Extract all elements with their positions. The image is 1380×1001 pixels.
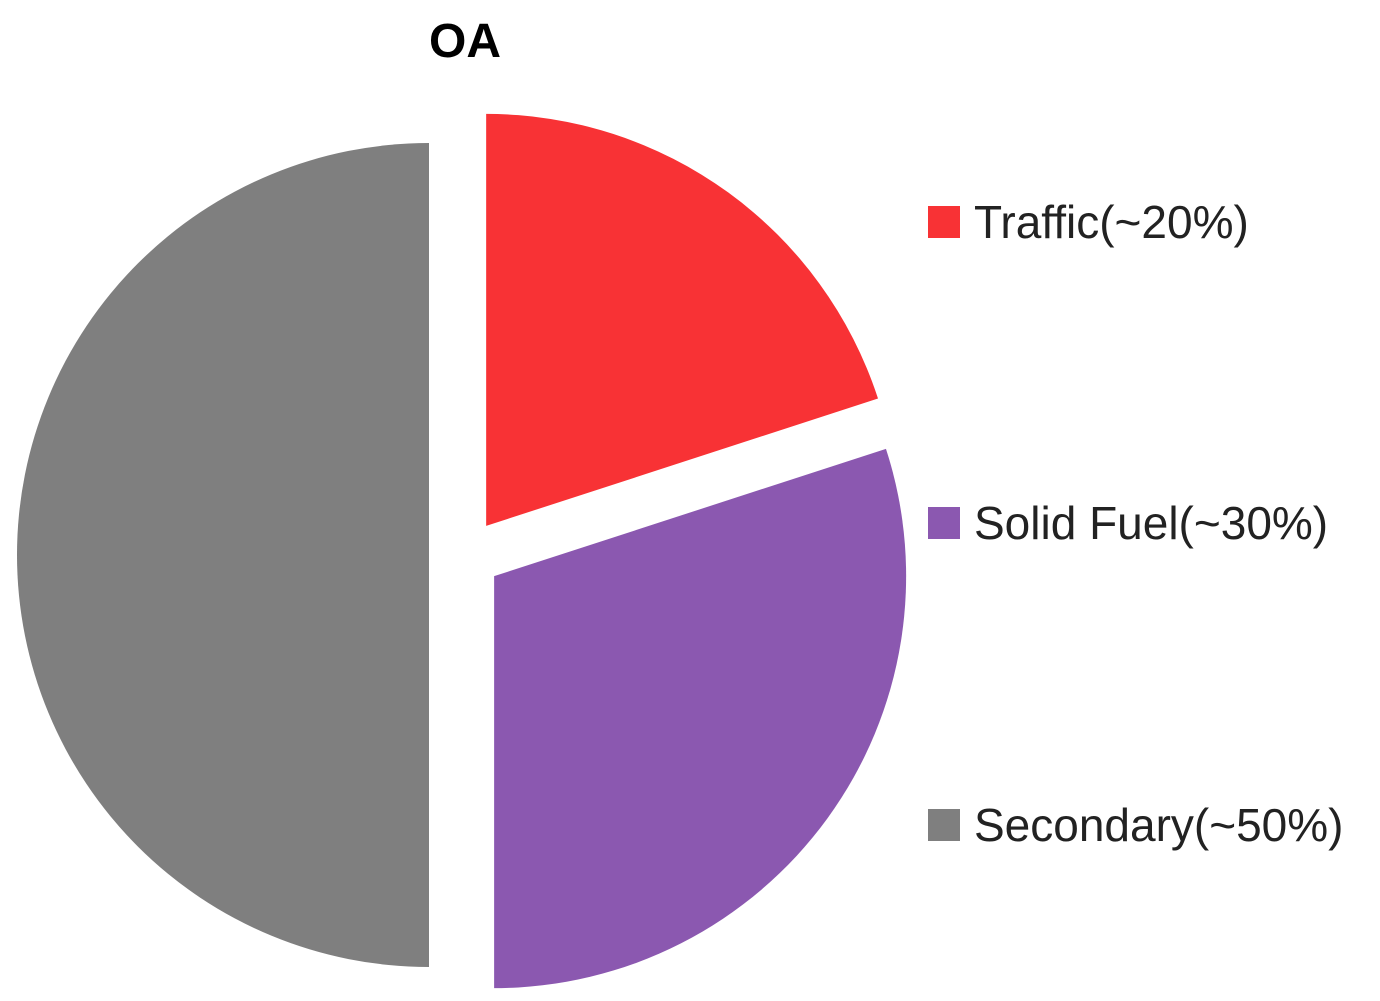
legend-swatch-secondary [928, 809, 960, 841]
legend-swatch-solid-fuel [928, 507, 960, 539]
pie-slice-traffic [486, 113, 878, 526]
chart-title: OA [429, 15, 501, 68]
pie-slices [17, 113, 907, 989]
legend-label-secondary: Secondary(~50%) [974, 799, 1344, 851]
legend-label-traffic: Traffic(~20%) [974, 196, 1249, 248]
legend-label-solid-fuel: Solid Fuel(~30%) [974, 497, 1329, 549]
legend-item-traffic: Traffic(~20%) [928, 192, 1249, 252]
legend-item-secondary: Secondary(~50%) [928, 795, 1343, 855]
legend-item-solid-fuel: Solid Fuel(~30%) [928, 493, 1328, 553]
pie-slice-solid-fuel [494, 448, 907, 989]
legend-swatch-traffic [928, 206, 960, 238]
pie-slice-secondary [17, 143, 429, 967]
